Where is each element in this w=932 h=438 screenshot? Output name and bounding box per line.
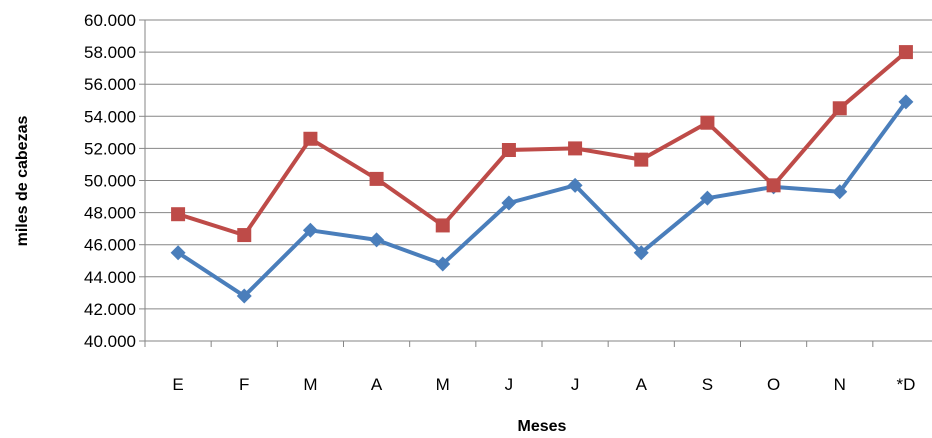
x-tick-label: J [571, 375, 580, 394]
series-2-point [237, 228, 252, 243]
y-tick-label: 50.000 [84, 172, 136, 191]
x-tick-label: *D [896, 375, 915, 394]
x-tick-label: O [767, 375, 780, 394]
series-2-point [369, 171, 384, 186]
x-tick-label: M [436, 375, 450, 394]
y-tick-label: 52.000 [84, 139, 136, 158]
x-tick-labels: E F M A M J J A S O N *D [172, 375, 915, 394]
series-1-point [567, 177, 583, 193]
y-tick-label: 48.000 [84, 204, 136, 223]
series-1-point [236, 288, 252, 304]
series-lines [170, 45, 914, 304]
y-tick-label: 40.000 [84, 332, 136, 351]
series-1-point [501, 195, 517, 211]
axes [139, 19, 932, 347]
series-2-point [634, 152, 649, 167]
series-1-point [699, 190, 715, 206]
series-2-point [171, 207, 186, 222]
series-1-point [435, 256, 451, 272]
x-tick-label: E [172, 375, 183, 394]
series-2-point [898, 45, 913, 60]
series-1-point [369, 232, 385, 248]
series-2-line [177, 50, 908, 238]
y-tick-label: 44.000 [84, 268, 136, 287]
series-2-point [303, 131, 318, 146]
gridlines [145, 19, 932, 310]
series-2-point [501, 143, 516, 158]
x-axis-title: Meses [518, 418, 567, 435]
x-tick-label: F [239, 375, 249, 394]
series-2-point [435, 218, 450, 233]
y-tick-label: 42.000 [84, 300, 136, 319]
x-tick-label: S [702, 375, 713, 394]
x-tick-label: J [505, 375, 514, 394]
y-tick-label: 60.000 [84, 11, 136, 30]
y-tick-label: 54.000 [84, 107, 136, 126]
series-1-point [302, 222, 318, 238]
y-tick-label: 46.000 [84, 236, 136, 255]
y-tick-label: 58.000 [84, 43, 136, 62]
series-2-point [568, 141, 583, 156]
series-1-point [832, 184, 848, 200]
series-2-point [700, 115, 715, 130]
series-2-point [832, 101, 847, 116]
x-tick-label: A [636, 375, 648, 394]
x-tick-label: N [834, 375, 846, 394]
y-tick-labels: 40.000 42.000 44.000 46.000 48.000 50.000 52.0… [84, 11, 136, 351]
x-tick-label: M [303, 375, 317, 394]
y-axis-title: miles de cabezas [14, 116, 31, 247]
series-1-point [898, 94, 914, 110]
series-1-point [170, 245, 186, 261]
series-1-point [633, 245, 649, 261]
series-2-point [766, 178, 781, 193]
x-tick-label: A [371, 375, 383, 394]
series-1-line [177, 100, 908, 299]
y-tick-label: 56.000 [84, 75, 136, 94]
